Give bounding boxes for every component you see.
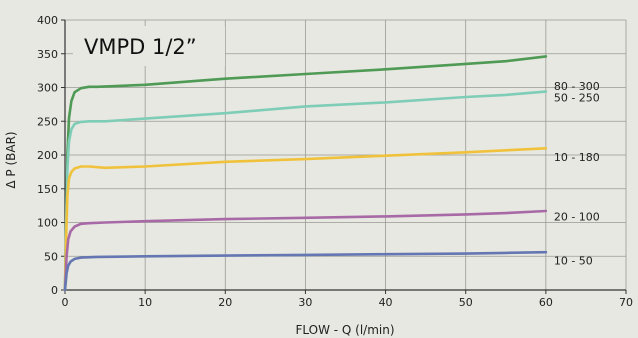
x-tick-label: 30 xyxy=(298,296,312,309)
x-tick-label: 60 xyxy=(539,296,553,309)
series-lines xyxy=(63,55,548,292)
series-label: 80 - 300 xyxy=(554,80,600,93)
y-tick-label: 150 xyxy=(37,183,58,196)
series-line xyxy=(63,55,548,292)
x-tick-label: 20 xyxy=(218,296,232,309)
series-line xyxy=(63,90,548,292)
series-line xyxy=(63,250,548,292)
title-box xyxy=(73,26,225,66)
series-label: 50 - 250 xyxy=(554,92,600,105)
x-axis-title: FLOW - Q (l/min) xyxy=(295,323,394,337)
y-tick-label: 350 xyxy=(37,48,58,61)
series-label: 10 - 50 xyxy=(554,254,593,267)
y-tick-label: 250 xyxy=(37,115,58,128)
x-tick-label: 0 xyxy=(62,296,69,309)
x-tick-label: 10 xyxy=(138,296,152,309)
series-label: 20 - 100 xyxy=(554,210,600,223)
x-tick-labels: 0 10 20 30 40 50 60 70 xyxy=(62,296,634,309)
series-line xyxy=(63,209,548,292)
x-tick-label: 40 xyxy=(379,296,393,309)
x-tick-label: 50 xyxy=(459,296,473,309)
series-label: 10 - 180 xyxy=(554,151,600,164)
x-tick-label: 70 xyxy=(619,296,633,309)
y-tick-label: 200 xyxy=(37,149,58,162)
y-tick-label: 100 xyxy=(37,217,58,230)
series-line xyxy=(63,147,548,292)
y-tick-label: 300 xyxy=(37,82,58,95)
y-tick-label: 400 xyxy=(37,14,58,27)
chart-title: VMPD 1/2” xyxy=(84,35,197,59)
y-tick-label: 0 xyxy=(51,284,58,297)
y-tick-label: 50 xyxy=(44,250,58,263)
y-tick-labels: 0 50 100 150 200 250 300 350 400 xyxy=(37,14,58,297)
y-axis-title: Δ P (BAR) xyxy=(4,131,18,188)
